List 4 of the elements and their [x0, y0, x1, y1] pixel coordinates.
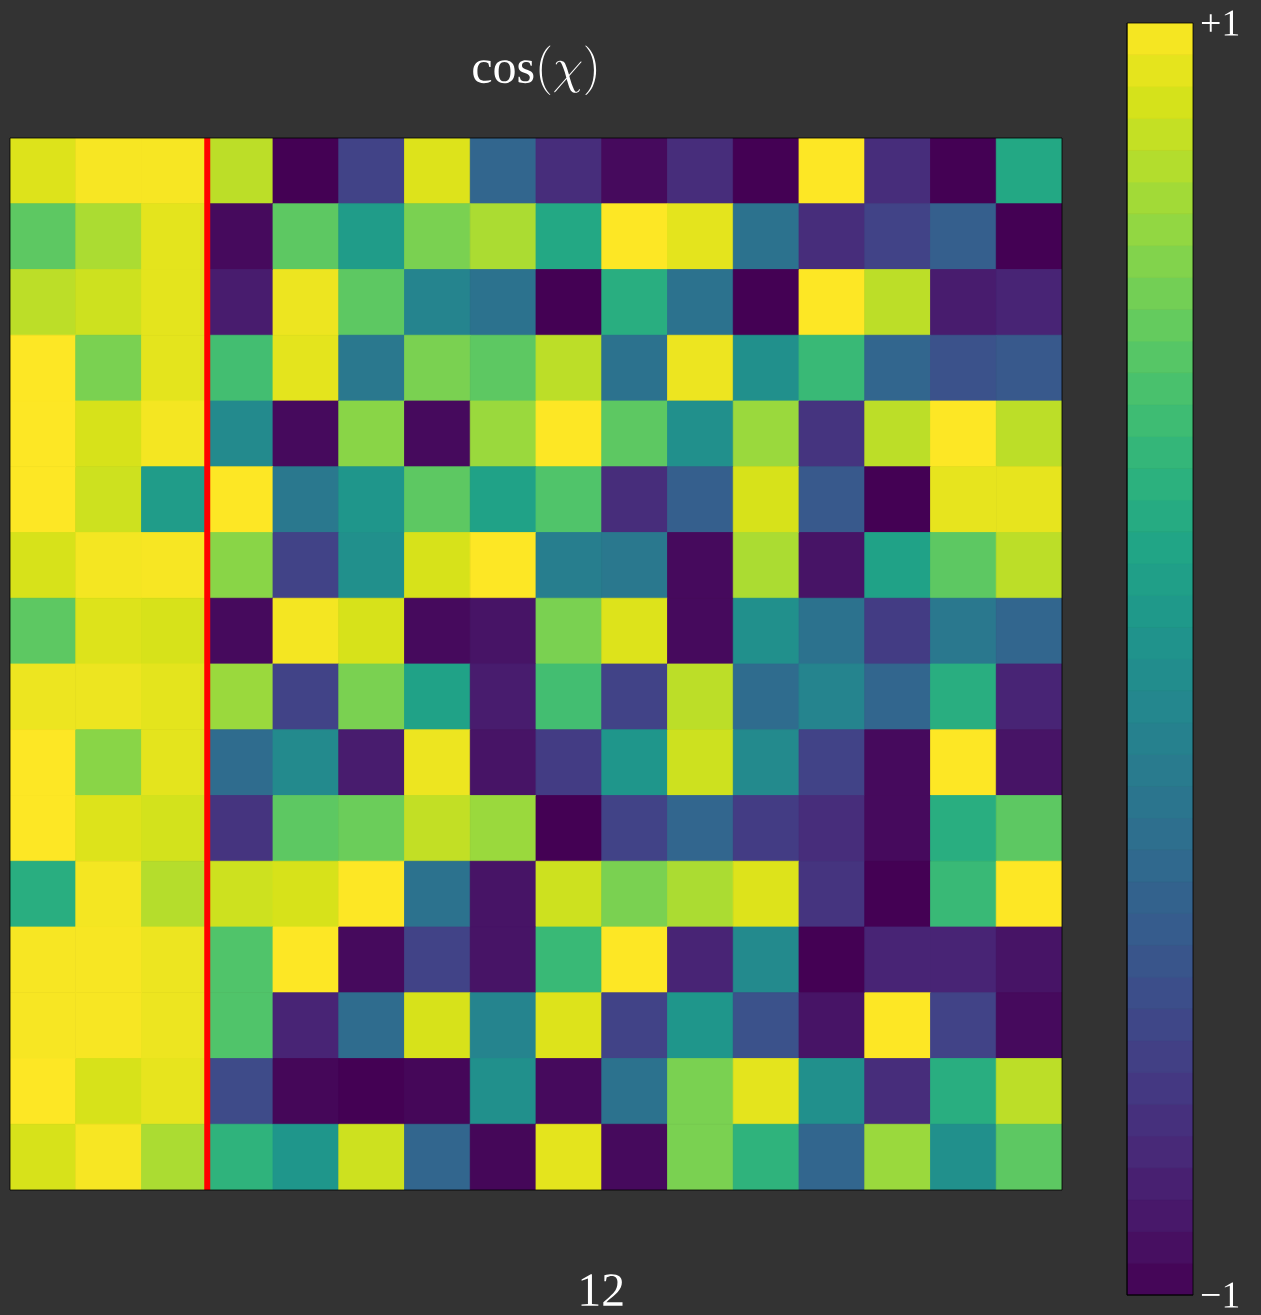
color-bar-label: −1 — [1201, 1282, 1239, 1308]
chart-title: $\cos(\chi)$ — [473, 45, 597, 96]
color-bar-label: +1 — [1201, 10, 1239, 36]
x-axis-title: 12 — [581, 1274, 623, 1306]
